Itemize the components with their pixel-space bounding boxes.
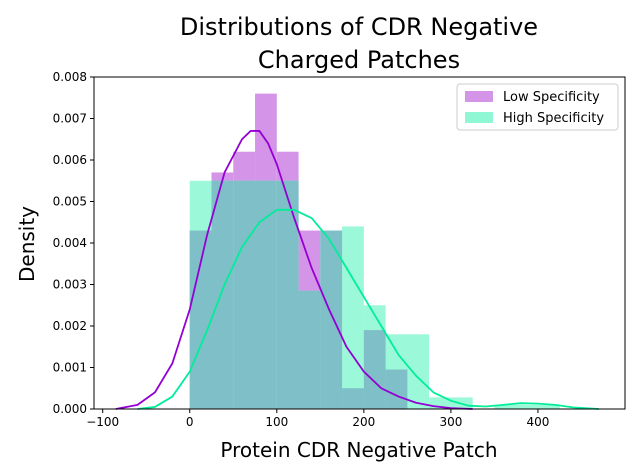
x-tick-label-0: −100 [86, 415, 119, 429]
hist-bar-high-3 [342, 226, 364, 409]
hist-overlap-5-1 [298, 290, 321, 409]
legend-swatch-low [465, 91, 493, 102]
hist-bar-high-6 [429, 397, 473, 409]
hist-overlap-9-5 [385, 369, 408, 409]
chart-title-line-2: Charged Patches [258, 46, 460, 74]
x-tick-label-3: 200 [352, 415, 375, 429]
chart-title-line-1: Distributions of CDR Negative [180, 13, 538, 41]
hist-overlap-8-4 [363, 330, 386, 409]
x-tick-label-5: 400 [526, 415, 549, 429]
legend-label-low: Low Specificity [503, 90, 600, 105]
x-tick-label-4: 300 [439, 415, 462, 429]
hist-overlap-2-0 [233, 180, 256, 409]
plot-area: −100 0 100 200 300 400 0.000 0.001 0.002 0.003 0.0… [53, 70, 626, 429]
hist-overlap-7-3 [342, 388, 364, 409]
y-tick-label-5: 0.005 [53, 195, 87, 209]
y-tick-label-0: 0.000 [53, 402, 87, 416]
hist-overlap-4-0 [276, 180, 299, 409]
y-tick-label-6: 0.006 [53, 153, 87, 167]
x-axis-label: Protein CDR Negative Patch [220, 438, 497, 462]
kde-line-low [115, 130, 473, 410]
y-axis-label: Density [15, 206, 39, 282]
y-tick-label-2: 0.002 [53, 319, 87, 333]
y-tick-label-7: 0.007 [53, 112, 87, 126]
y-tick-label-3: 0.003 [53, 278, 87, 292]
y-tick-label-8: 0.008 [53, 70, 87, 84]
legend-swatch-high [465, 112, 493, 123]
x-tick-label-1: 0 [186, 415, 194, 429]
kde-line-high [137, 208, 599, 410]
legend-box [456, 83, 619, 131]
hist-overlap-1-0 [211, 180, 234, 409]
y-tick-label-1: 0.001 [53, 361, 87, 375]
legend-label-high: High Specificity [503, 111, 604, 126]
hist-overlap-6-2 [320, 230, 343, 409]
hist-bar-high-7 [494, 404, 560, 409]
y-tick-label-4: 0.004 [53, 236, 87, 250]
hist-overlap-0-0 [189, 230, 212, 409]
hist-overlap-3-0 [255, 180, 277, 409]
x-tick-label-2: 100 [265, 415, 288, 429]
